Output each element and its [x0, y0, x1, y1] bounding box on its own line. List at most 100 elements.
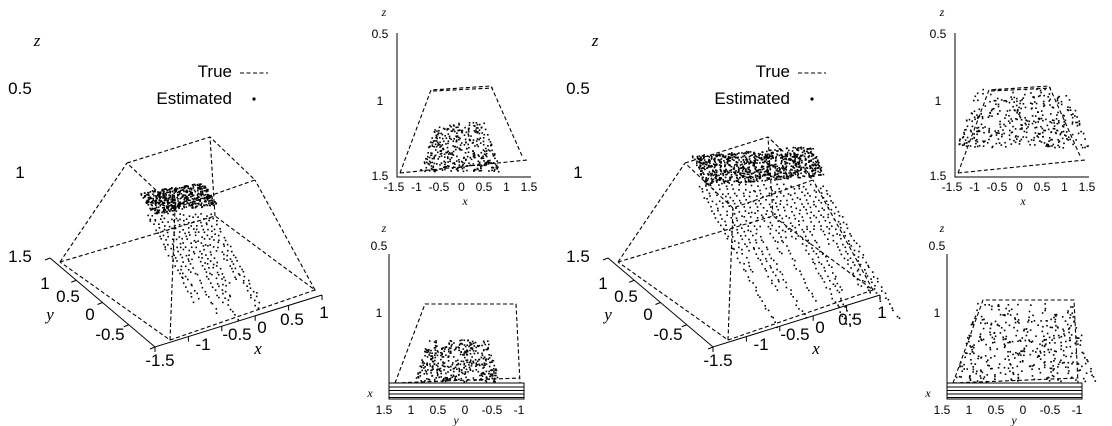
- estimated-point: [787, 193, 790, 195]
- estimated-point: [812, 174, 814, 177]
- estimated-point: [770, 164, 773, 166]
- estimated-point: [1016, 329, 1019, 332]
- estimated-point: [154, 207, 157, 210]
- estimated-point: [802, 185, 805, 188]
- estimated-point: [417, 376, 419, 378]
- estimated-point: [781, 252, 783, 255]
- estimated-point: [744, 243, 746, 245]
- estimated-point: [993, 355, 996, 357]
- estimated-point: [964, 356, 966, 359]
- estimated-point: [1039, 89, 1042, 92]
- estimated-point: [478, 344, 481, 347]
- estimated-point: [182, 242, 184, 244]
- estimated-point: [167, 191, 170, 194]
- estimated-point: [785, 169, 788, 171]
- estimated-point: [784, 158, 786, 160]
- estimated-point: [483, 150, 486, 153]
- estimated-point: [866, 286, 869, 289]
- estimated-point: [1025, 345, 1028, 347]
- estimated-point: [1022, 103, 1025, 105]
- estimated-point: [1012, 125, 1014, 128]
- estimated-point: [472, 361, 475, 364]
- estimated-point: [1060, 359, 1062, 362]
- estimated-point: [808, 174, 810, 176]
- estimated-point: [172, 206, 174, 208]
- estimated-point: [815, 185, 818, 188]
- estimated-point: [794, 160, 797, 163]
- estimated-point: [166, 210, 168, 213]
- estimated-point: [1077, 337, 1080, 339]
- estimated-point: [840, 226, 842, 229]
- estimated-point: [493, 364, 496, 367]
- estimated-point: [784, 163, 787, 165]
- estimated-point: [431, 356, 434, 358]
- estimated-point: [710, 154, 712, 157]
- estimated-point: [813, 164, 816, 166]
- estimated-point: [841, 216, 844, 218]
- estimated-point: [711, 200, 714, 203]
- estimated-point: [453, 370, 455, 373]
- estimated-point: [175, 189, 178, 192]
- estimated-point: [495, 372, 497, 374]
- estimated-point: [965, 145, 968, 147]
- estimated-point: [171, 190, 174, 193]
- z-tick-label: 1.5: [930, 169, 947, 183]
- estimated-point: [181, 237, 183, 240]
- estimated-point: [439, 141, 441, 144]
- estimated-point: [488, 378, 490, 380]
- estimated-point: [707, 201, 710, 204]
- estimated-point: [804, 313, 806, 315]
- estimated-point: [465, 131, 468, 134]
- estimated-point: [466, 155, 469, 158]
- chart-proj-xz-4: z0.511.5-1.5 -1 -0.5 0 0.5 1 1.5x: [930, 5, 1096, 208]
- estimated-point: [465, 376, 467, 379]
- estimated-point: [431, 357, 434, 359]
- estimated-point: [770, 153, 773, 155]
- estimated-point: [696, 160, 698, 163]
- estimated-point: [830, 293, 833, 295]
- estimated-point: [858, 250, 860, 253]
- estimated-point: [470, 364, 473, 367]
- estimated-point: [1055, 350, 1057, 353]
- estimated-point: [175, 210, 178, 212]
- estimated-point: [458, 124, 460, 126]
- estimated-point: [993, 341, 996, 344]
- estimated-point: [427, 378, 430, 381]
- x-tick-label: -0.5: [780, 325, 809, 344]
- estimated-point: [200, 203, 202, 206]
- estimated-point: [440, 376, 442, 378]
- estimated-point: [222, 243, 225, 245]
- estimated-point: [812, 158, 814, 160]
- estimated-point: [155, 204, 157, 207]
- estimated-point: [449, 377, 452, 380]
- estimated-point: [753, 171, 756, 173]
- estimated-point: [782, 241, 784, 244]
- estimated-point: [1030, 139, 1033, 141]
- estimated-point: [476, 167, 479, 170]
- estimated-point: [971, 345, 974, 348]
- estimated-point: [480, 167, 482, 169]
- estimated-point: [434, 154, 437, 157]
- estimated-point: [716, 179, 719, 182]
- estimated-point: [451, 153, 454, 156]
- estimated-point: [809, 230, 811, 233]
- estimated-point: [733, 202, 736, 205]
- estimated-point: [1008, 101, 1011, 104]
- estimated-point: [489, 361, 491, 364]
- estimated-point: [171, 227, 173, 230]
- estimated-point: [779, 148, 782, 150]
- estimated-point: [1054, 313, 1056, 316]
- estimated-point: [818, 165, 821, 168]
- estimated-point: [819, 168, 822, 170]
- estimated-point: [443, 350, 446, 353]
- estimated-point: [1019, 102, 1021, 105]
- y-tick-label: -0.5: [653, 325, 682, 344]
- estimated-point: [855, 242, 858, 245]
- estimated-point: [819, 250, 821, 253]
- estimated-point: [739, 182, 741, 184]
- estimated-point: [191, 193, 194, 196]
- estimated-point: [822, 197, 825, 199]
- estimated-point: [977, 99, 979, 102]
- estimated-point: [726, 188, 729, 190]
- estimated-point: [985, 361, 988, 363]
